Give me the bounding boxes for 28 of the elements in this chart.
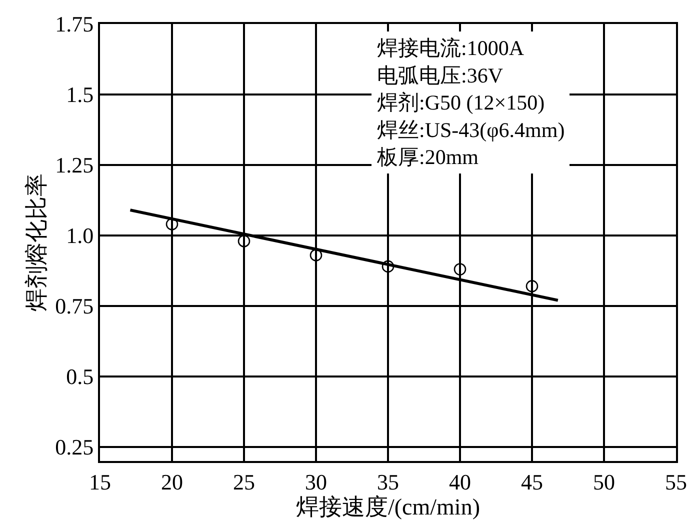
- point: [166, 218, 178, 230]
- x-axis-title: 焊接速度/(cm/min): [296, 494, 480, 520]
- point: [382, 260, 394, 273]
- y-tick-label: 0.25: [55, 434, 94, 460]
- annotation: 板厚:20mm: [376, 145, 479, 170]
- annotation: 焊剂:G50 (12×150): [377, 90, 545, 115]
- y-tick-label: 1.75: [55, 12, 94, 37]
- x-tick-label: 20: [161, 469, 183, 494]
- x-tick-label: 15: [89, 469, 111, 494]
- y-tick-label: 0.75: [55, 294, 94, 319]
- y-tick-label: 1.0: [66, 223, 94, 248]
- annotation: 焊丝:US-43(φ6.4mm): [377, 118, 565, 142]
- x-tick-label: 50: [593, 469, 615, 494]
- point: [526, 280, 538, 292]
- x-tick-label: 45: [521, 469, 543, 494]
- x-tick-label: 55: [665, 469, 687, 494]
- y-axis-title: 焊剂熔化比率: [24, 174, 50, 312]
- annotation: 电弧电压:36V: [377, 63, 503, 88]
- point: [454, 263, 466, 276]
- x-tick-label: 40: [449, 469, 471, 494]
- point: [310, 249, 322, 262]
- x-tick-label: 25: [233, 469, 255, 494]
- y-tick-label: 1.25: [55, 152, 94, 178]
- x-tick-label: 35: [377, 469, 399, 494]
- y-tick-label: 0.5: [66, 364, 94, 390]
- annotation: 焊接电流:1000A: [377, 36, 525, 60]
- y-tick-label: 1.5: [66, 82, 94, 108]
- x-tick-label: 30: [305, 469, 327, 494]
